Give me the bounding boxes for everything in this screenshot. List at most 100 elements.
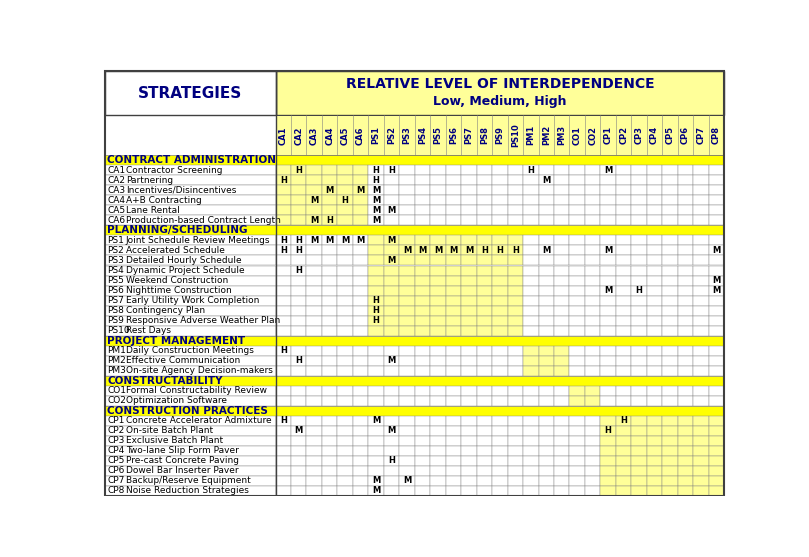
Bar <box>337 206 353 216</box>
Bar <box>523 175 539 185</box>
Bar <box>631 325 647 335</box>
Bar <box>307 246 322 256</box>
Bar <box>415 185 430 196</box>
Bar <box>322 436 337 446</box>
Bar <box>678 256 693 266</box>
Bar <box>353 276 368 286</box>
Bar <box>353 185 368 196</box>
Bar <box>322 365 337 375</box>
Bar <box>647 436 663 446</box>
Bar <box>492 316 507 325</box>
Bar <box>663 446 678 456</box>
Bar <box>461 316 477 325</box>
Bar <box>678 446 693 456</box>
Bar <box>446 316 461 325</box>
Bar <box>105 165 276 175</box>
Bar <box>322 476 337 486</box>
Bar <box>105 246 276 256</box>
Bar <box>570 446 585 456</box>
Text: CO1: CO1 <box>108 386 126 395</box>
Bar <box>570 256 585 266</box>
Bar <box>492 256 507 266</box>
Bar <box>291 256 307 266</box>
Bar <box>461 456 477 466</box>
Bar <box>554 446 570 456</box>
Bar <box>523 446 539 456</box>
Text: H: H <box>481 246 488 255</box>
Bar <box>400 345 415 355</box>
Bar <box>322 246 337 256</box>
Bar <box>507 266 523 276</box>
Bar <box>570 426 585 436</box>
Bar <box>523 355 539 365</box>
Bar <box>507 456 523 466</box>
Bar <box>709 446 724 456</box>
Bar <box>693 246 709 256</box>
Bar <box>539 426 554 436</box>
Bar <box>709 385 724 395</box>
Bar <box>291 476 307 486</box>
Bar <box>368 296 383 306</box>
Bar <box>647 446 663 456</box>
Bar <box>322 256 337 266</box>
Bar <box>585 196 600 206</box>
Bar <box>276 165 291 175</box>
Bar <box>600 206 616 216</box>
Bar <box>337 316 353 325</box>
Bar <box>307 416 322 426</box>
Bar <box>678 165 693 175</box>
Bar <box>616 355 631 365</box>
Bar <box>507 426 523 436</box>
Bar <box>276 306 291 316</box>
Bar <box>539 486 554 496</box>
Text: M: M <box>388 256 396 265</box>
Bar <box>461 395 477 405</box>
Bar <box>415 466 430 476</box>
Text: PM2: PM2 <box>542 125 551 145</box>
Text: M: M <box>403 246 411 255</box>
Bar <box>400 395 415 405</box>
Bar <box>383 325 400 335</box>
Bar <box>368 266 383 276</box>
Bar <box>570 365 585 375</box>
Bar <box>693 316 709 325</box>
Bar <box>507 246 523 256</box>
Bar <box>539 216 554 226</box>
Bar <box>430 266 446 276</box>
Bar <box>368 206 383 216</box>
Bar <box>322 165 337 175</box>
Bar <box>400 175 415 185</box>
Text: PS5: PS5 <box>108 276 125 285</box>
Bar <box>539 276 554 286</box>
Bar <box>400 416 415 426</box>
Text: CO1: CO1 <box>573 126 582 145</box>
Bar <box>446 286 461 296</box>
Bar <box>337 436 353 446</box>
Text: CA2: CA2 <box>108 176 125 185</box>
Bar <box>105 216 276 226</box>
Bar <box>307 196 322 206</box>
Text: M: M <box>372 486 380 495</box>
Text: Daily Construction Meetings: Daily Construction Meetings <box>126 346 254 355</box>
Bar <box>709 395 724 405</box>
Text: Contingency Plan: Contingency Plan <box>126 306 205 315</box>
Text: CO2: CO2 <box>588 126 597 145</box>
Text: CA5: CA5 <box>341 126 349 145</box>
Bar <box>585 446 600 456</box>
Text: H: H <box>295 266 302 275</box>
Text: PS4: PS4 <box>418 126 427 144</box>
Bar <box>276 256 291 266</box>
Bar <box>631 436 647 446</box>
Bar <box>368 355 383 365</box>
Text: H: H <box>527 166 534 175</box>
Bar <box>492 296 507 306</box>
Text: H: H <box>326 216 333 225</box>
Bar <box>430 286 446 296</box>
Text: M: M <box>403 476 411 485</box>
Bar <box>430 486 446 496</box>
Bar <box>446 256 461 266</box>
Bar <box>585 486 600 496</box>
Bar <box>647 175 663 185</box>
Bar <box>353 355 368 365</box>
Bar <box>616 296 631 306</box>
